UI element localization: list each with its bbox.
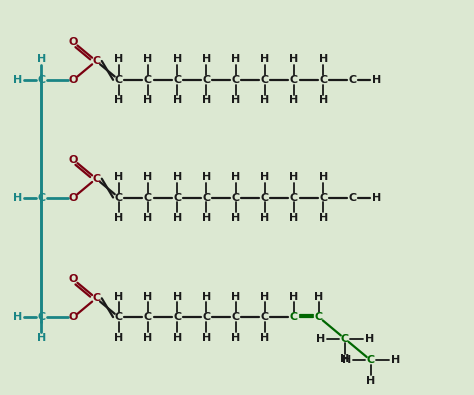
Text: H: H [202,95,211,105]
Text: H: H [340,354,349,364]
Text: C: C [290,75,298,85]
Text: C: C [173,192,181,203]
Text: H: H [114,172,123,182]
Text: O: O [69,37,78,47]
Text: H: H [231,333,240,342]
Text: H: H [260,333,269,342]
Text: C: C [231,312,240,322]
Text: H: H [173,333,182,342]
Text: C: C [341,334,349,344]
Text: H: H [143,55,153,64]
Text: H: H [373,75,382,85]
Text: H: H [13,192,22,203]
Text: H: H [202,333,211,342]
Text: H: H [114,213,123,223]
Text: H: H [173,55,182,64]
Text: H: H [202,213,211,223]
Text: C: C [115,75,123,85]
Text: H: H [143,292,153,302]
Text: H: H [319,213,328,223]
Text: H: H [231,292,240,302]
Text: C: C [173,75,181,85]
Text: O: O [69,75,78,85]
Text: H: H [37,333,46,342]
Text: H: H [114,95,123,105]
Text: C: C [231,192,240,203]
Text: C: C [37,192,46,203]
Text: H: H [114,55,123,64]
Text: C: C [144,192,152,203]
Text: H: H [290,95,299,105]
Text: C: C [144,312,152,322]
Text: C: C [348,192,356,203]
Text: C: C [348,75,356,85]
Text: H: H [260,213,269,223]
Text: H: H [260,55,269,64]
Text: C: C [315,312,323,322]
Text: O: O [69,275,78,284]
Text: H: H [260,292,269,302]
Text: H: H [143,213,153,223]
Text: H: H [290,172,299,182]
Text: H: H [314,292,323,302]
Text: C: C [92,293,100,303]
Text: C: C [115,192,123,203]
Text: H: H [173,95,182,105]
Text: C: C [92,56,100,66]
Text: H: H [290,213,299,223]
Text: H: H [143,172,153,182]
Text: H: H [13,75,22,85]
Text: H: H [231,172,240,182]
Text: H: H [231,213,240,223]
Text: C: C [261,312,269,322]
Text: H: H [391,355,400,365]
Text: H: H [373,192,382,203]
Text: C: C [319,192,327,203]
Text: O: O [69,192,78,203]
Text: H: H [202,172,211,182]
Text: C: C [231,75,240,85]
Text: H: H [290,55,299,64]
Text: H: H [365,334,374,344]
Text: C: C [115,312,123,322]
Text: H: H [114,333,123,342]
Text: H: H [37,55,46,64]
Text: H: H [231,55,240,64]
Text: C: C [261,192,269,203]
Text: C: C [173,312,181,322]
Text: H: H [366,376,375,386]
Text: C: C [202,75,210,85]
Text: H: H [173,213,182,223]
Text: H: H [143,95,153,105]
Text: H: H [114,292,123,302]
Text: C: C [319,75,327,85]
Text: H: H [260,172,269,182]
Text: H: H [319,95,328,105]
Text: H: H [202,292,211,302]
Text: C: C [290,312,298,322]
Text: H: H [173,172,182,182]
Text: H: H [316,334,325,344]
Text: H: H [173,292,182,302]
Text: H: H [231,95,240,105]
Text: C: C [202,192,210,203]
Text: H: H [342,355,351,365]
Text: H: H [143,333,153,342]
Text: H: H [290,292,299,302]
Text: C: C [261,75,269,85]
Text: C: C [202,312,210,322]
Text: C: C [37,75,46,85]
Text: C: C [290,192,298,203]
Text: H: H [202,55,211,64]
Text: C: C [37,312,46,322]
Text: H: H [319,172,328,182]
Text: O: O [69,155,78,165]
Text: H: H [319,55,328,64]
Text: C: C [144,75,152,85]
Text: C: C [366,355,375,365]
Text: H: H [260,95,269,105]
Text: H: H [13,312,22,322]
Text: O: O [69,312,78,322]
Text: C: C [92,174,100,184]
